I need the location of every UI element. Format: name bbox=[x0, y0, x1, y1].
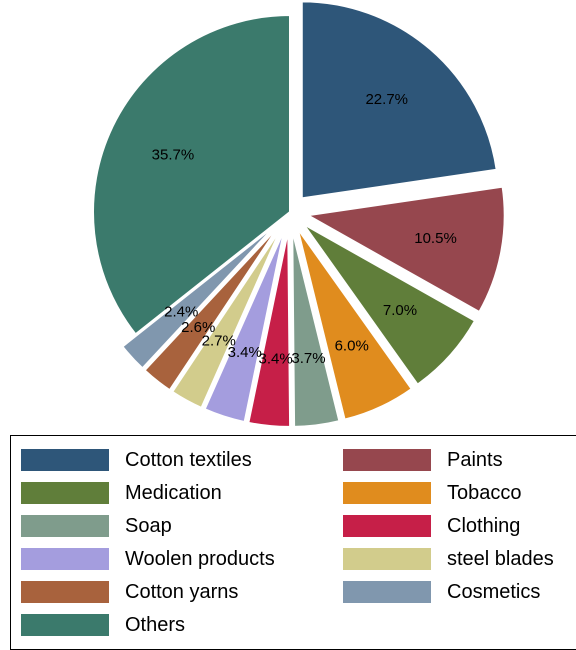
legend-swatch bbox=[21, 548, 109, 570]
legend-label: Others bbox=[125, 613, 186, 636]
slice-value-label: 7.0% bbox=[383, 302, 417, 319]
slice-value-label: 35.7% bbox=[152, 146, 195, 163]
slice-value-label: 2.7% bbox=[202, 333, 236, 350]
pie-slice-others bbox=[92, 13, 291, 336]
pie-slice-paints bbox=[304, 185, 506, 314]
pie-chart: 22.7%10.5%7.0%6.0%3.7%3.4%3.4%2.7%2.6%2.… bbox=[92, 0, 506, 428]
legend-swatch bbox=[21, 581, 109, 603]
pie-slice-soap bbox=[291, 229, 341, 428]
legend-swatch bbox=[343, 449, 431, 471]
pie-slice-medication bbox=[302, 223, 477, 386]
pie-slice-steel-blades bbox=[170, 227, 283, 410]
slice-value-label: 2.4% bbox=[164, 303, 198, 320]
legend-item: Cotton textiles bbox=[21, 448, 252, 472]
chart-legend: Cotton textiles Paints Medication Tobacco So… bbox=[10, 435, 576, 650]
legend-label: Medication bbox=[125, 481, 222, 504]
slice-value-label: 3.4% bbox=[228, 344, 262, 361]
legend-label: Cosmetics bbox=[447, 580, 541, 603]
slice-value-label: 10.5% bbox=[414, 230, 457, 247]
slice-value-label: 3.4% bbox=[259, 350, 293, 367]
legend-swatch bbox=[21, 482, 109, 504]
pie-slice-woolen-products bbox=[203, 228, 286, 424]
legend-item: steel blades bbox=[343, 547, 554, 571]
pie-slice-clothing bbox=[247, 229, 292, 428]
slice-value-label: 22.7% bbox=[365, 91, 408, 108]
legend-item: Woolen products bbox=[21, 547, 275, 571]
legend-swatch bbox=[343, 581, 431, 603]
legend-swatch bbox=[343, 548, 431, 570]
legend-label: Cotton yarns bbox=[125, 580, 239, 603]
legend-label: Paints bbox=[447, 448, 503, 471]
legend-swatch bbox=[343, 482, 431, 504]
legend-label: Tobacco bbox=[447, 481, 522, 504]
legend-item: Soap bbox=[21, 514, 172, 538]
legend-item: Clothing bbox=[343, 514, 520, 538]
legend-item: Cotton yarns bbox=[21, 580, 238, 604]
legend-item: Cosmetics bbox=[343, 580, 540, 604]
pie-slice-tobacco bbox=[296, 227, 414, 421]
legend-swatch bbox=[21, 614, 109, 636]
legend-swatch bbox=[343, 515, 431, 537]
legend-item: Paints bbox=[343, 448, 503, 472]
slice-value-label: 2.6% bbox=[181, 319, 215, 336]
legend-swatch bbox=[21, 449, 109, 471]
pie-slice-cosmetics bbox=[120, 223, 278, 370]
legend-label: Cotton textiles bbox=[125, 448, 252, 471]
legend-item: Others bbox=[21, 613, 185, 637]
legend-label: Soap bbox=[125, 514, 172, 537]
pie-slice-cotton-textiles bbox=[300, 0, 498, 200]
legend-swatch bbox=[21, 515, 109, 537]
legend-label: Clothing bbox=[447, 514, 521, 537]
legend-label: steel blades bbox=[447, 547, 554, 570]
legend-label: Woolen products bbox=[125, 547, 275, 570]
slice-value-label: 3.7% bbox=[291, 350, 325, 367]
legend-item: Tobacco bbox=[343, 481, 522, 505]
slice-value-label: 6.0% bbox=[335, 338, 369, 355]
legend-item: Medication bbox=[21, 481, 222, 505]
pie-slice-cotton-yarns bbox=[143, 225, 280, 392]
